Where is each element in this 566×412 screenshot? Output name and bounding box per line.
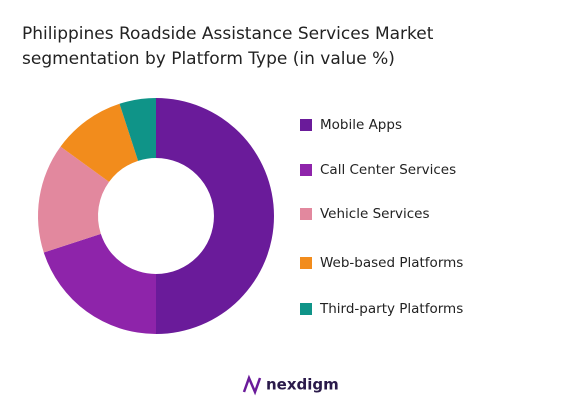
legend-label: Third-party Platforms: [319, 301, 463, 317]
donut-slice: [37, 146, 110, 253]
donut-slice: [60, 103, 139, 182]
legend-label: Web-based Platforms: [320, 255, 463, 271]
legend-swatch: [300, 119, 312, 131]
logo: nexdigm: [242, 374, 339, 396]
legend-label: Call Center Services: [320, 162, 456, 178]
legend-swatch: [300, 303, 312, 315]
legend-label: Mobile Apps: [320, 117, 402, 133]
chart-subtitle: segmentation by Platform Type (in value …: [22, 49, 395, 69]
logo-text: nexdigm: [266, 376, 339, 394]
donut-slice: [119, 98, 156, 161]
legend-swatch: [300, 257, 312, 269]
legend-label: Vehicle Services: [320, 206, 430, 222]
donut-slice: [156, 98, 274, 334]
donut-slice: [43, 233, 156, 334]
logo-icon: [242, 374, 262, 396]
legend-swatch: [300, 208, 312, 220]
chart-title: Philippines Roadside Assistance Services…: [22, 24, 434, 44]
legend-swatch: [300, 164, 312, 176]
